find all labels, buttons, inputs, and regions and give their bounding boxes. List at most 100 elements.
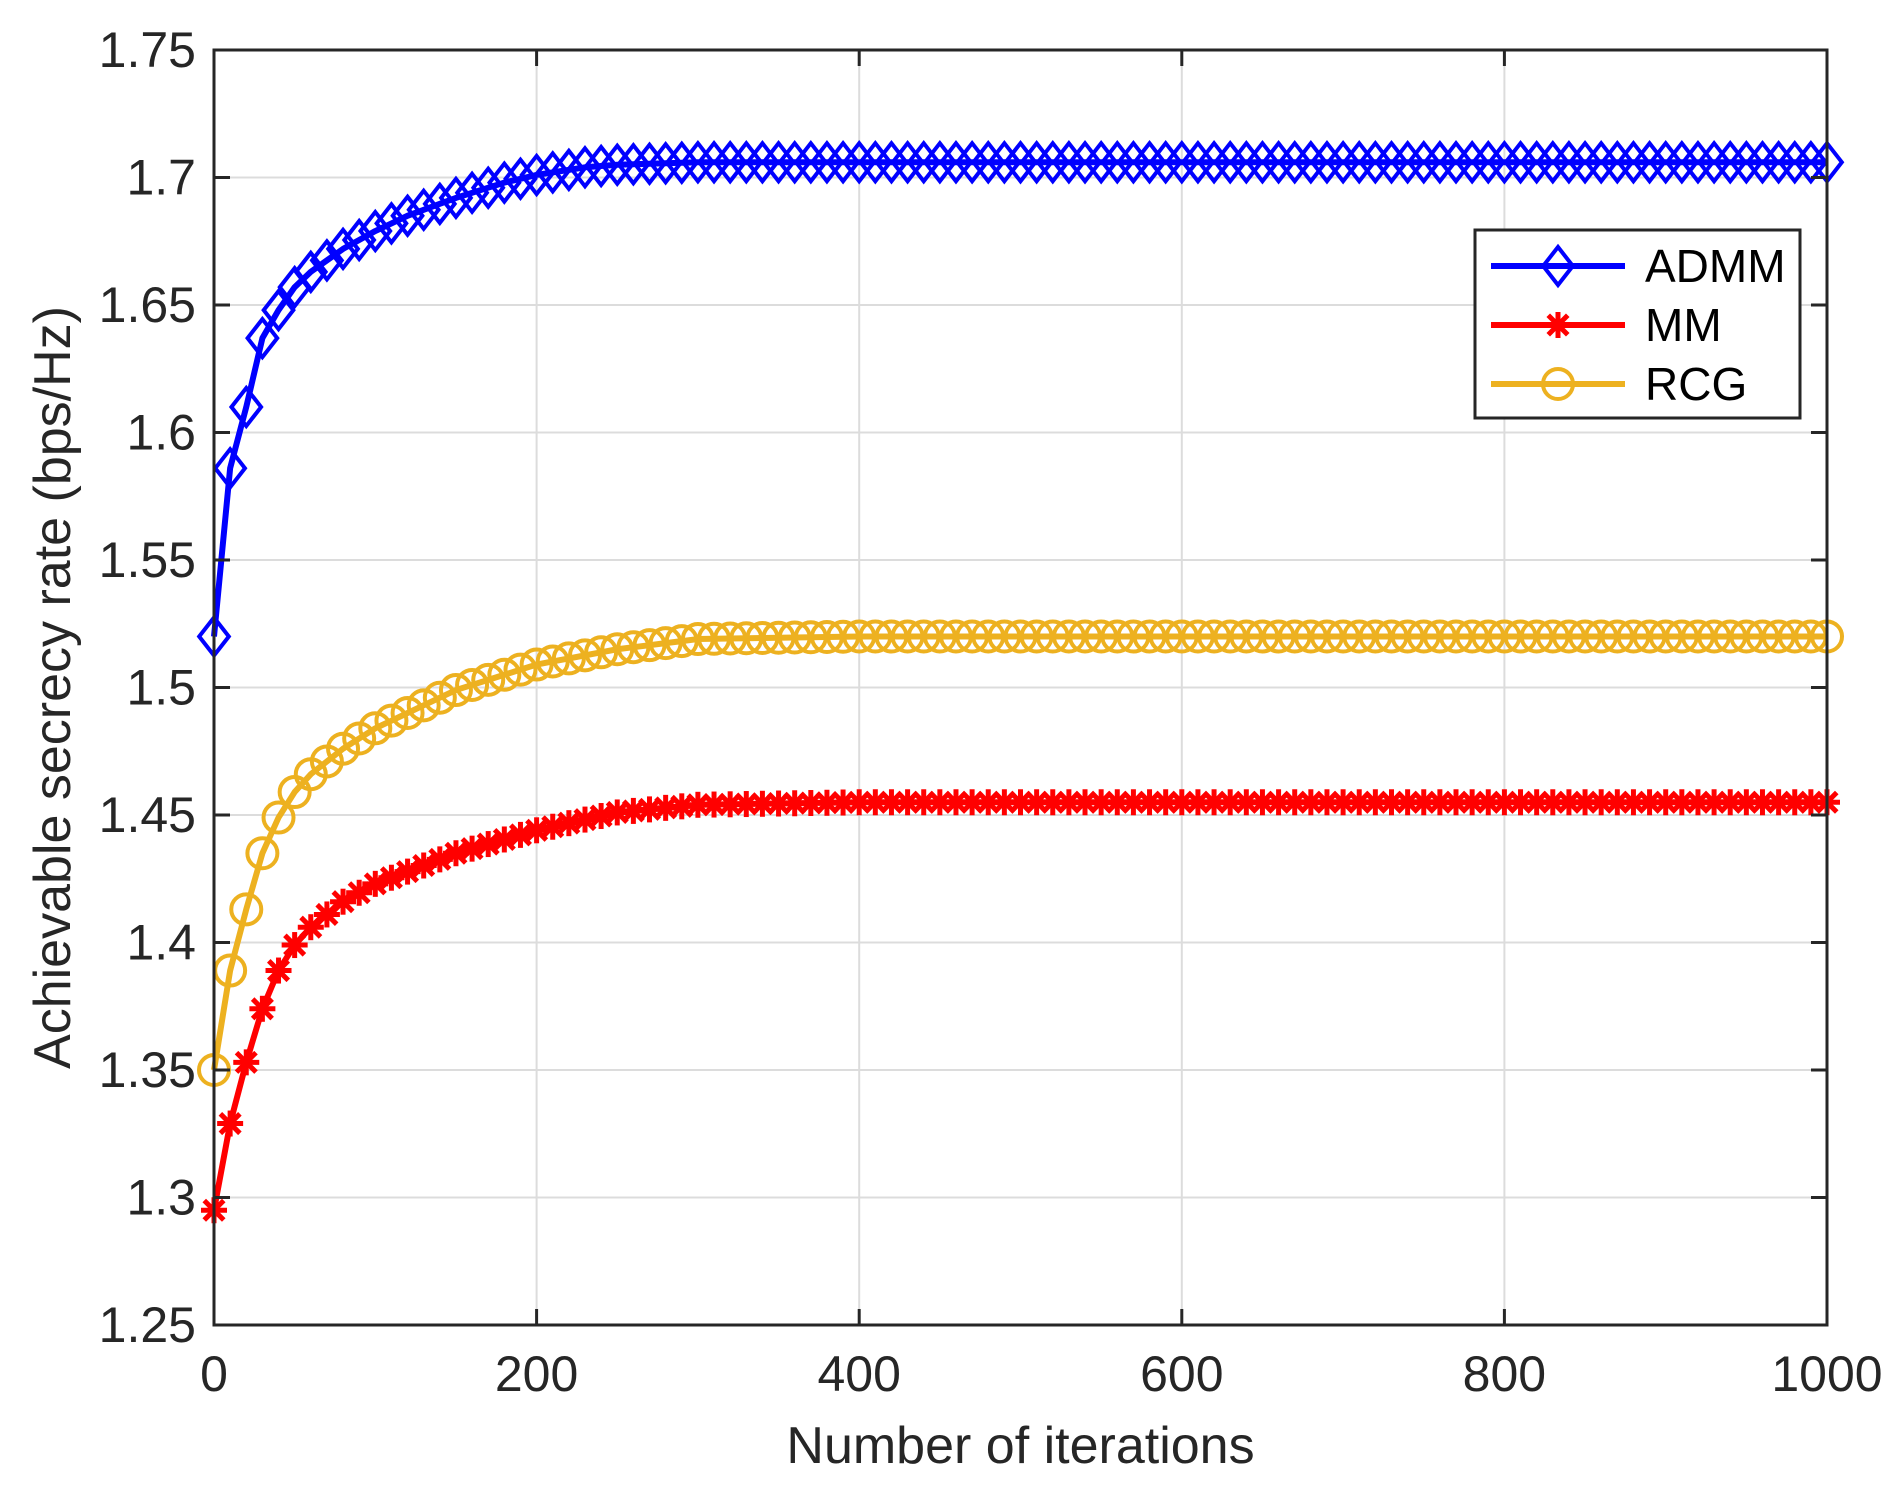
data-point-rcg: [680, 622, 715, 657]
data-point-admm: [1341, 139, 1377, 185]
data-point-mm: [571, 806, 598, 833]
data-point-admm: [777, 139, 813, 185]
data-point-rcg: [1100, 619, 1135, 654]
data-point-rcg: [374, 703, 409, 738]
data-point-admm: [890, 139, 925, 185]
data-point-rcg: [455, 667, 490, 702]
data-point-rcg: [1164, 619, 1199, 654]
data-point-rcg: [1568, 619, 1603, 654]
x-tick-label: 0: [200, 1346, 228, 1402]
data-point-rcg: [1068, 619, 1103, 654]
y-tick-label: 1.7: [126, 150, 196, 206]
data-point-admm: [922, 139, 958, 185]
y-axis-label: Achievable secrecy rate (bps/Hz): [24, 306, 82, 1069]
data-point-admm: [1470, 139, 1506, 185]
data-point-rcg: [761, 620, 796, 655]
data-point-rcg: [1406, 619, 1441, 654]
data-point-rcg: [1664, 619, 1699, 654]
data-point-rcg: [1213, 619, 1248, 654]
data-point-rcg: [1116, 619, 1151, 654]
data-point-rcg: [777, 620, 812, 655]
data-point-admm: [1132, 139, 1167, 185]
data-point-rcg: [1777, 619, 1812, 654]
data-point-admm: [1599, 139, 1635, 185]
data-point-admm: [1664, 139, 1700, 185]
y-tick-label: 1.45: [99, 787, 196, 843]
data-point-admm: [567, 145, 603, 190]
data-point-admm: [1519, 139, 1555, 185]
data-point-admm: [374, 201, 409, 246]
x-axis-label: Number of iterations: [786, 1417, 1254, 1475]
data-point-rcg: [1342, 619, 1377, 654]
data-point-rcg: [535, 644, 570, 679]
data-point-admm: [1148, 139, 1184, 185]
data-point-admm: [1551, 139, 1587, 185]
data-point-admm: [1277, 139, 1313, 185]
data-point-admm: [357, 208, 393, 254]
data-point-rcg: [487, 657, 522, 692]
data-point-rcg: [971, 619, 1006, 654]
data-point-rcg: [697, 621, 732, 656]
data-point-rcg: [600, 632, 635, 667]
data-point-rcg: [1584, 619, 1619, 654]
data-point-mm: [265, 957, 292, 984]
data-point-admm: [1696, 139, 1732, 185]
data-point-rcg: [1148, 619, 1183, 654]
data-point-rcg: [1503, 619, 1538, 654]
data-point-mm: [539, 813, 566, 840]
data-point-admm: [454, 170, 490, 216]
data-point-rcg: [1422, 619, 1457, 654]
data-point-rcg: [1261, 619, 1296, 654]
data-point-rcg: [1519, 619, 1554, 654]
data-point-admm: [245, 315, 280, 361]
data-point-rcg: [1358, 619, 1393, 654]
data-point-rcg: [713, 621, 748, 656]
y-tick-label: 1.4: [126, 915, 196, 971]
data-point-rcg: [438, 673, 473, 708]
data-point-rcg: [809, 620, 844, 655]
data-point-admm: [309, 238, 345, 283]
legend-label-mm: MM: [1645, 299, 1722, 351]
data-point-admm: [1261, 139, 1296, 185]
data-point-admm: [1712, 139, 1748, 185]
data-point-rcg: [1600, 619, 1635, 654]
data-point-admm: [1293, 139, 1329, 185]
data-point-admm: [906, 139, 942, 185]
data-point-admm: [422, 181, 458, 227]
data-point-admm: [761, 139, 796, 185]
data-point-admm: [1180, 139, 1216, 185]
y-tick-label: 1.75: [99, 22, 196, 78]
data-point-admm: [616, 141, 651, 187]
data-point-rcg: [1180, 619, 1215, 654]
data-point-rcg: [1632, 619, 1667, 654]
data-point-admm: [1196, 139, 1232, 185]
data-point-admm: [1390, 139, 1425, 185]
legend-item-admm: ADMM: [1491, 240, 1786, 292]
data-point-rcg: [1132, 619, 1167, 654]
data-point-admm: [1583, 139, 1619, 185]
data-point-rcg: [616, 630, 651, 665]
data-point-rcg: [422, 680, 457, 715]
x-tick-label: 1000: [1771, 1346, 1882, 1402]
data-point-admm: [1680, 139, 1716, 185]
data-point-admm: [664, 140, 700, 185]
data-point-admm: [293, 249, 329, 295]
data-point-admm: [954, 139, 990, 185]
data-point-admm: [228, 384, 264, 430]
data-point-rcg: [1374, 619, 1409, 654]
data-point-rcg: [938, 619, 973, 654]
data-point-rcg: [1035, 619, 1070, 654]
data-point-rcg: [858, 619, 893, 654]
data-point-rcg: [1697, 619, 1732, 654]
y-tick-label: 1.65: [99, 277, 196, 333]
data-point-mm: [249, 995, 276, 1022]
data-point-admm: [1535, 139, 1571, 185]
data-point-admm: [1761, 139, 1796, 185]
data-point-rcg: [1326, 619, 1361, 654]
data-point-admm: [745, 139, 780, 185]
data-point-admm: [1067, 139, 1103, 185]
data-point-admm: [632, 141, 667, 186]
data-point-rcg: [245, 836, 280, 871]
data-point-mm: [233, 1049, 260, 1076]
